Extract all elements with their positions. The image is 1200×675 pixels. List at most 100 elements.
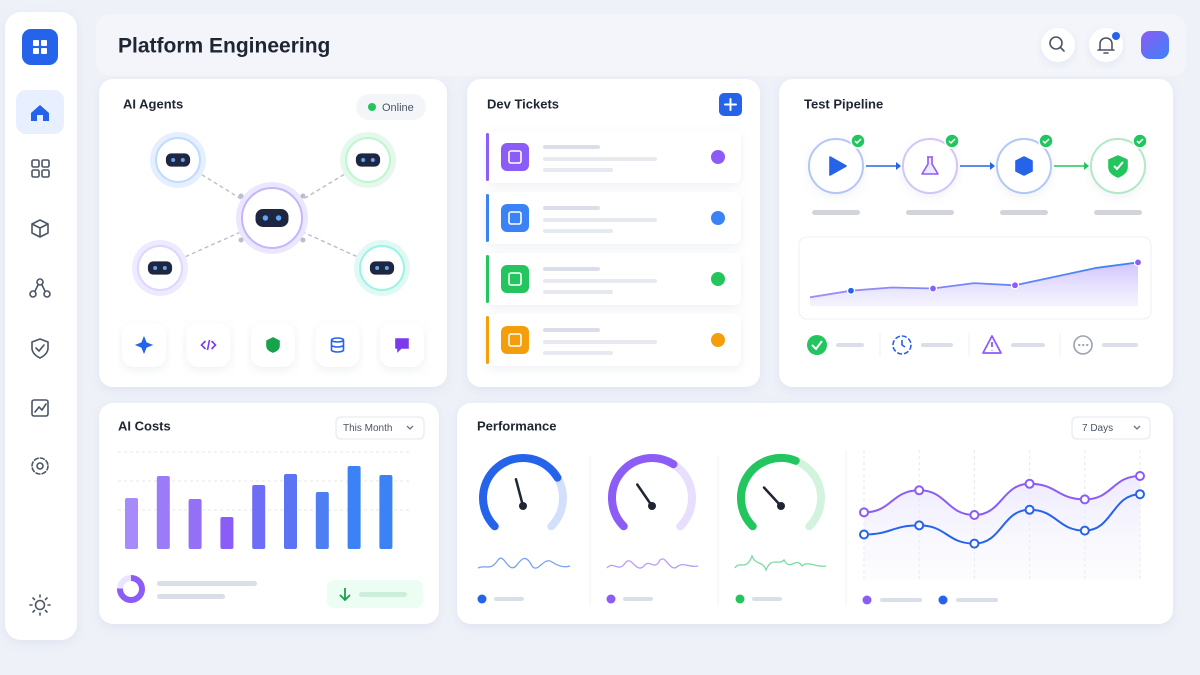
search-button[interactable] [1041, 28, 1075, 62]
gauge-needle [635, 483, 654, 508]
agent-eye [153, 266, 158, 270]
card-title: Dev Tickets [487, 96, 559, 111]
series-point [969, 510, 980, 520]
bell-icon [1097, 37, 1115, 54]
card-title: Test Pipeline [804, 96, 883, 111]
agent-eye [375, 266, 380, 270]
trend-chart [809, 258, 1143, 306]
placeholder [752, 597, 782, 601]
series-line [863, 475, 1141, 517]
ticket-accent [486, 316, 489, 364]
link-dot [300, 193, 306, 199]
bar [347, 466, 361, 549]
ticket-icon [501, 326, 529, 354]
app-logo[interactable] [22, 29, 58, 65]
badge-check [1042, 138, 1050, 145]
trend-point [1010, 281, 1020, 290]
bar [156, 476, 170, 549]
series-point [1079, 494, 1090, 505]
placeholder [880, 598, 922, 602]
ticket-glyph [508, 333, 522, 347]
agent-visor [355, 153, 381, 167]
agent-tools [122, 323, 424, 367]
tool-icon [200, 339, 217, 351]
bar [379, 475, 393, 549]
gauge-value [737, 454, 800, 531]
placeholder [812, 210, 860, 215]
trend-point [1133, 258, 1143, 267]
tool-icon [266, 337, 280, 353]
tool-tile[interactable] [315, 323, 360, 367]
period-dropdown[interactable] [1071, 416, 1151, 440]
bar [125, 498, 138, 549]
placeholder [543, 328, 600, 332]
placeholder [543, 267, 600, 271]
link-dot [300, 237, 306, 243]
ticket-icon [501, 204, 529, 232]
user-avatar[interactable] [1141, 31, 1169, 59]
placeholder [906, 210, 954, 215]
legend-dot [862, 595, 872, 605]
bar [252, 485, 266, 549]
placeholder [359, 592, 407, 597]
placeholder [157, 594, 225, 599]
placeholder [543, 218, 657, 222]
ticket-icon [501, 143, 529, 171]
placeholder [1000, 210, 1048, 215]
nav-icons [29, 159, 51, 616]
ticket-glyph [508, 211, 522, 225]
period-text: 7 Days [1082, 423, 1113, 434]
placeholder [623, 597, 653, 601]
home-icon [31, 105, 49, 121]
ticket-icon [501, 265, 529, 293]
placeholder [543, 290, 613, 294]
series-point [1079, 525, 1090, 536]
badge-check [854, 138, 862, 145]
performance-charts [477, 450, 1145, 605]
step-check [1113, 161, 1124, 171]
pipeline-legend [807, 333, 1138, 357]
chevron [1133, 425, 1141, 430]
trend-point [846, 286, 856, 295]
download-icon [339, 588, 351, 602]
notification-dot [1112, 32, 1120, 40]
ticket-accent [486, 194, 489, 242]
search-icon [1049, 36, 1065, 52]
series-point [1135, 471, 1145, 481]
ticket-status [711, 333, 725, 347]
bar [188, 499, 202, 549]
page-title: Platform Engineering [118, 35, 330, 58]
legend-dot [606, 594, 616, 604]
agent-eye [162, 266, 167, 270]
series-point [914, 520, 925, 531]
chevron [406, 425, 414, 430]
donut [117, 575, 145, 603]
agent-eye [361, 158, 366, 162]
card-title: AI Costs [118, 418, 171, 433]
badge-check [948, 138, 956, 145]
sidebar [5, 12, 77, 640]
dividers [589, 450, 847, 605]
link-dot [238, 237, 244, 243]
trend-area [810, 262, 1138, 306]
bar [220, 517, 234, 549]
arrow-head [990, 162, 995, 170]
gauge-hub [519, 502, 527, 510]
legend-dot [735, 594, 745, 604]
agent-visor [147, 261, 173, 275]
gauge-needle [514, 478, 525, 508]
series-point [1024, 478, 1035, 489]
ticket-status [711, 211, 725, 225]
gauge-hub [648, 502, 656, 510]
placeholder [543, 229, 613, 233]
placeholder [543, 206, 600, 210]
tool-icon [330, 337, 345, 353]
bar [284, 474, 297, 549]
trend-line [809, 261, 1139, 299]
series-point [859, 529, 869, 540]
period-dropdown[interactable] [335, 416, 425, 440]
placeholder [956, 598, 998, 602]
series-point [969, 538, 980, 549]
